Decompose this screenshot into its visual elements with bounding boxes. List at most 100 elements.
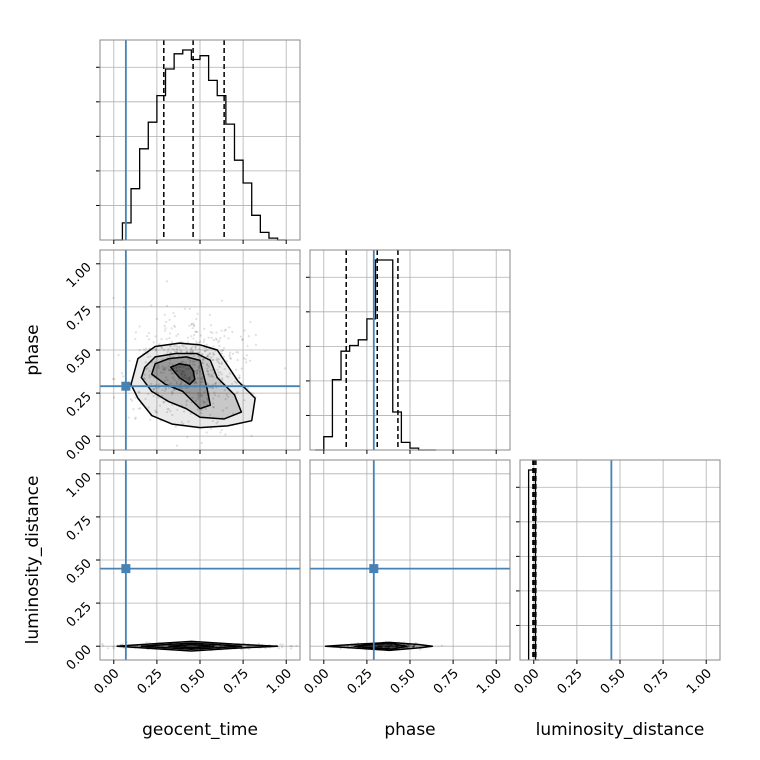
sample-point: [234, 368, 238, 371]
sample-point: [224, 398, 227, 401]
sample-point: [182, 365, 185, 369]
sample-point: [389, 644, 392, 647]
sample-point: [183, 374, 186, 377]
sample-point: [392, 645, 395, 648]
sample-point: [155, 348, 158, 351]
sample-point: [143, 377, 146, 380]
sample-point: [395, 645, 398, 648]
sample-point: [390, 645, 393, 648]
sample-point: [182, 360, 185, 363]
x-axis-label-luminosity_distance: luminosity_distance: [536, 720, 705, 740]
sample-point: [186, 341, 190, 344]
sample-point: [200, 411, 203, 415]
sample-point: [389, 644, 393, 647]
contour-line: [168, 643, 215, 649]
sample-point: [377, 645, 380, 648]
sample-point: [172, 324, 176, 327]
sample-point: [157, 383, 161, 386]
sample-point: [206, 373, 210, 376]
sample-point: [393, 646, 396, 649]
sample-point: [170, 390, 174, 393]
sample-point: [277, 647, 280, 650]
sample-point: [419, 645, 422, 648]
sample-point: [199, 394, 203, 397]
sample-point: [192, 337, 195, 340]
sample-point: [223, 389, 226, 392]
sample-point: [144, 397, 147, 401]
sample-point: [387, 645, 390, 648]
sample-point: [206, 396, 209, 400]
sample-point: [368, 645, 371, 648]
sample-point: [257, 642, 260, 645]
x-tick-label: 0.75: [641, 666, 672, 697]
sample-point: [180, 380, 183, 383]
histogram-geocent_time: [113, 49, 287, 241]
sample-point: [386, 644, 389, 647]
sample-point: [379, 645, 382, 648]
sample-point: [217, 361, 220, 364]
sample-point: [238, 376, 241, 379]
sample-point: [180, 361, 183, 364]
x-tick-label: 0.50: [178, 666, 209, 697]
sample-point: [185, 347, 188, 350]
sample-point: [387, 646, 391, 649]
sample-point: [164, 645, 168, 648]
sample-point: [201, 353, 204, 356]
sample-point: [383, 645, 386, 649]
sample-point: [212, 358, 215, 362]
sample-point: [387, 645, 390, 649]
sample-point: [375, 645, 379, 648]
sample-point: [390, 645, 393, 648]
sample-point: [155, 317, 158, 321]
sample-point: [160, 337, 163, 341]
sample-point: [238, 374, 241, 377]
sample-point: [167, 368, 171, 371]
sample-point: [144, 367, 148, 370]
sample-point: [413, 645, 416, 648]
sample-point: [379, 645, 382, 648]
sample-point: [190, 323, 193, 326]
sample-point: [180, 421, 183, 424]
sample-point: [162, 401, 165, 404]
sample-point: [184, 361, 187, 364]
sample-point: [239, 335, 242, 338]
sample-point: [225, 375, 228, 378]
sample-point: [218, 344, 221, 348]
sample-point: [200, 377, 203, 380]
sample-point: [186, 645, 189, 648]
sample-point: [148, 337, 151, 341]
sample-point: [233, 380, 236, 383]
sample-point: [229, 357, 232, 360]
sample-point: [384, 644, 387, 648]
sample-point: [181, 344, 184, 347]
sample-point: [175, 366, 178, 369]
sample-point: [206, 355, 209, 358]
panel-2-0: [99, 459, 301, 661]
sample-point: [187, 420, 190, 423]
sample-point: [377, 645, 380, 648]
sample-point: [152, 394, 155, 398]
sample-point: [138, 391, 141, 394]
sample-point: [173, 378, 176, 382]
sample-point: [171, 347, 174, 350]
sample-point: [411, 645, 415, 648]
sample-point: [194, 645, 197, 648]
sample-point: [385, 645, 388, 648]
sample-point: [134, 396, 137, 399]
sample-point: [378, 645, 381, 648]
sample-point: [112, 396, 116, 399]
sample-point: [138, 325, 141, 328]
sample-point: [190, 401, 193, 404]
sample-point: [179, 372, 183, 375]
sample-point: [196, 393, 200, 397]
sample-point: [178, 345, 181, 349]
sample-point: [181, 386, 184, 389]
sample-point: [168, 318, 171, 321]
sample-point: [202, 401, 206, 404]
sample-point: [173, 315, 176, 318]
sample-point: [206, 355, 209, 358]
sample-point: [389, 644, 392, 647]
sample-point: [440, 644, 443, 647]
sample-point: [387, 644, 391, 647]
sample-point: [416, 644, 419, 647]
